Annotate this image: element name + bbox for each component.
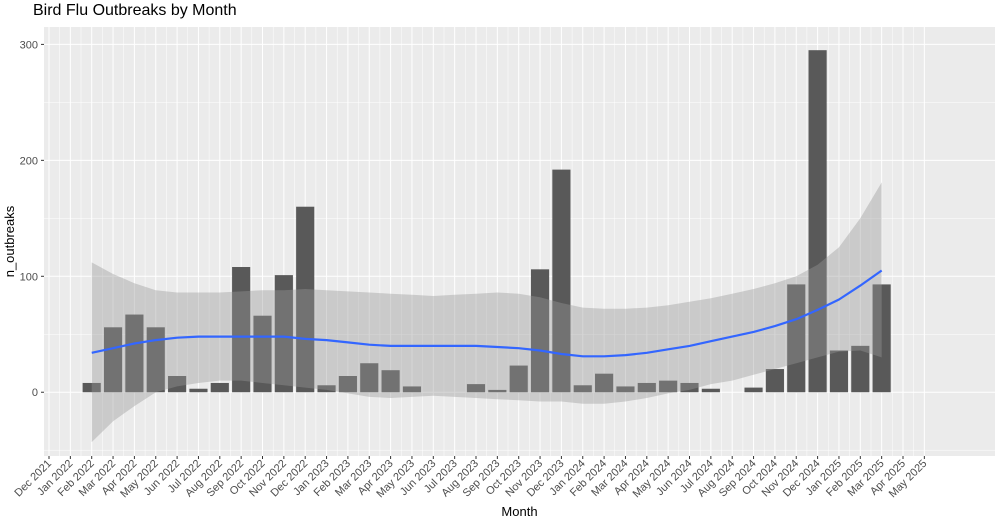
bar	[595, 373, 614, 393]
x-axis-title: Month	[501, 504, 537, 519]
bar	[146, 327, 165, 393]
y-tick-label: 0	[32, 387, 38, 399]
bar	[872, 284, 891, 393]
bar	[573, 385, 592, 393]
bar	[210, 382, 229, 393]
smooth-line	[91, 269, 883, 358]
bars	[82, 50, 891, 393]
bar	[274, 275, 293, 393]
y-tick-label: 200	[20, 155, 38, 167]
bar	[168, 375, 187, 393]
bar	[616, 386, 635, 393]
bar	[509, 365, 528, 393]
bar	[296, 206, 315, 393]
bar	[125, 314, 144, 393]
bar	[189, 388, 208, 393]
y-axis-ticks: 0 100 200 300	[20, 39, 44, 399]
grid-minor	[44, 27, 995, 456]
bar	[530, 269, 550, 393]
bar	[552, 169, 571, 393]
bar	[381, 370, 400, 393]
bar	[82, 382, 101, 393]
bar	[701, 388, 720, 393]
bar	[466, 384, 486, 393]
bar	[317, 385, 336, 393]
bar	[851, 345, 870, 393]
y-tick-label: 300	[20, 39, 38, 51]
chart-title: Bird Flu Outbreaks by Month	[33, 2, 237, 19]
bar	[829, 350, 849, 393]
bar	[360, 363, 379, 393]
bar	[765, 369, 784, 393]
bar	[402, 386, 422, 393]
confidence-ribbon	[91, 182, 882, 443]
bar	[253, 315, 272, 393]
bar	[680, 382, 699, 393]
bar	[338, 375, 357, 393]
bar	[232, 267, 251, 393]
bar	[488, 389, 507, 393]
y-axis-title: n_outbreaks	[2, 205, 17, 277]
bar	[659, 380, 678, 393]
bar	[103, 327, 123, 393]
bar	[637, 382, 656, 393]
bar	[787, 284, 806, 393]
bar	[744, 387, 763, 393]
y-tick-label: 100	[20, 271, 38, 283]
